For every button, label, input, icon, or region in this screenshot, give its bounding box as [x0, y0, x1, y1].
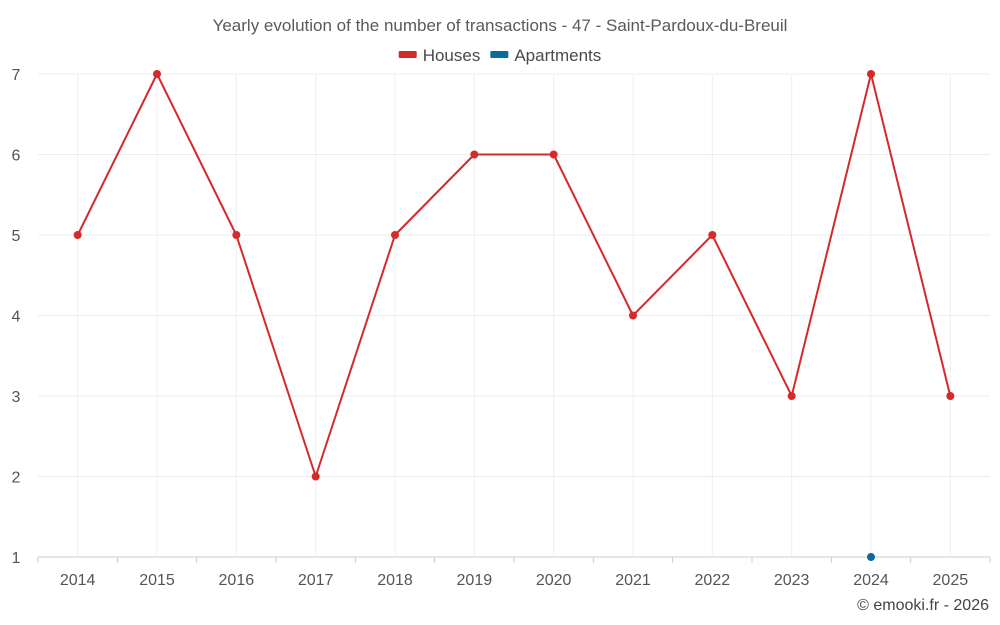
y-tick-label: 7 — [12, 67, 21, 84]
data-point-houses[interactable] — [629, 311, 637, 320]
credit-text: © emooki.fr - 2026 — [857, 597, 989, 614]
data-point-houses[interactable] — [787, 392, 796, 400]
x-tick-label: 2020 — [536, 572, 572, 589]
legend-item-apartments[interactable]: Apartments — [490, 46, 601, 65]
x-tick-label: 2022 — [695, 572, 731, 589]
data-point-houses[interactable] — [153, 70, 161, 78]
x-tick-label: 2021 — [615, 572, 651, 589]
y-tick-label: 1 — [12, 550, 21, 567]
data-point-houses[interactable] — [391, 231, 399, 239]
data-point-houses[interactable] — [549, 150, 558, 159]
data-point-houses[interactable] — [311, 472, 320, 481]
x-tick-label: 2015 — [139, 572, 175, 589]
y-tick-label: 2 — [12, 470, 21, 487]
x-tick-label: 2023 — [774, 572, 810, 589]
x-tick-label: 2014 — [60, 572, 96, 589]
x-tick-label: 2024 — [853, 572, 889, 589]
legend: Houses Apartments — [398, 46, 601, 65]
x-tick-label: 2016 — [219, 572, 255, 589]
data-point-houses[interactable] — [73, 231, 82, 239]
legend-swatch — [398, 51, 417, 58]
legend-swatch — [490, 51, 509, 58]
chart-title: Yearly evolution of the number of transa… — [213, 16, 788, 35]
legend-item-houses[interactable]: Houses — [398, 46, 481, 65]
data-point-apartments[interactable] — [867, 553, 875, 561]
series-layer — [73, 70, 955, 561]
x-tick-label: 2018 — [377, 572, 413, 589]
series-line-houses — [76, 73, 952, 478]
y-tick-label: 4 — [12, 309, 21, 326]
y-tick-label: 5 — [12, 228, 21, 245]
legend-label: Apartments — [514, 46, 601, 65]
y-tick-label: 3 — [12, 389, 21, 406]
legend-label: Houses — [423, 46, 481, 65]
data-point-houses[interactable] — [470, 150, 479, 159]
x-tick-label: 2025 — [933, 572, 969, 589]
y-tick-label: 6 — [12, 148, 21, 165]
data-point-houses[interactable] — [232, 231, 241, 239]
data-point-houses[interactable] — [867, 70, 875, 78]
data-point-houses[interactable] — [946, 392, 955, 400]
data-point-houses[interactable] — [708, 231, 717, 239]
x-tick-label: 2017 — [298, 572, 334, 589]
axes: 1 2 3 4 5 6 7 2014 2015 2016 2017 2018 2019 2020 2021 2… — [12, 67, 991, 589]
x-tick-label: 2019 — [457, 572, 493, 589]
grid-lines — [38, 73, 990, 558]
